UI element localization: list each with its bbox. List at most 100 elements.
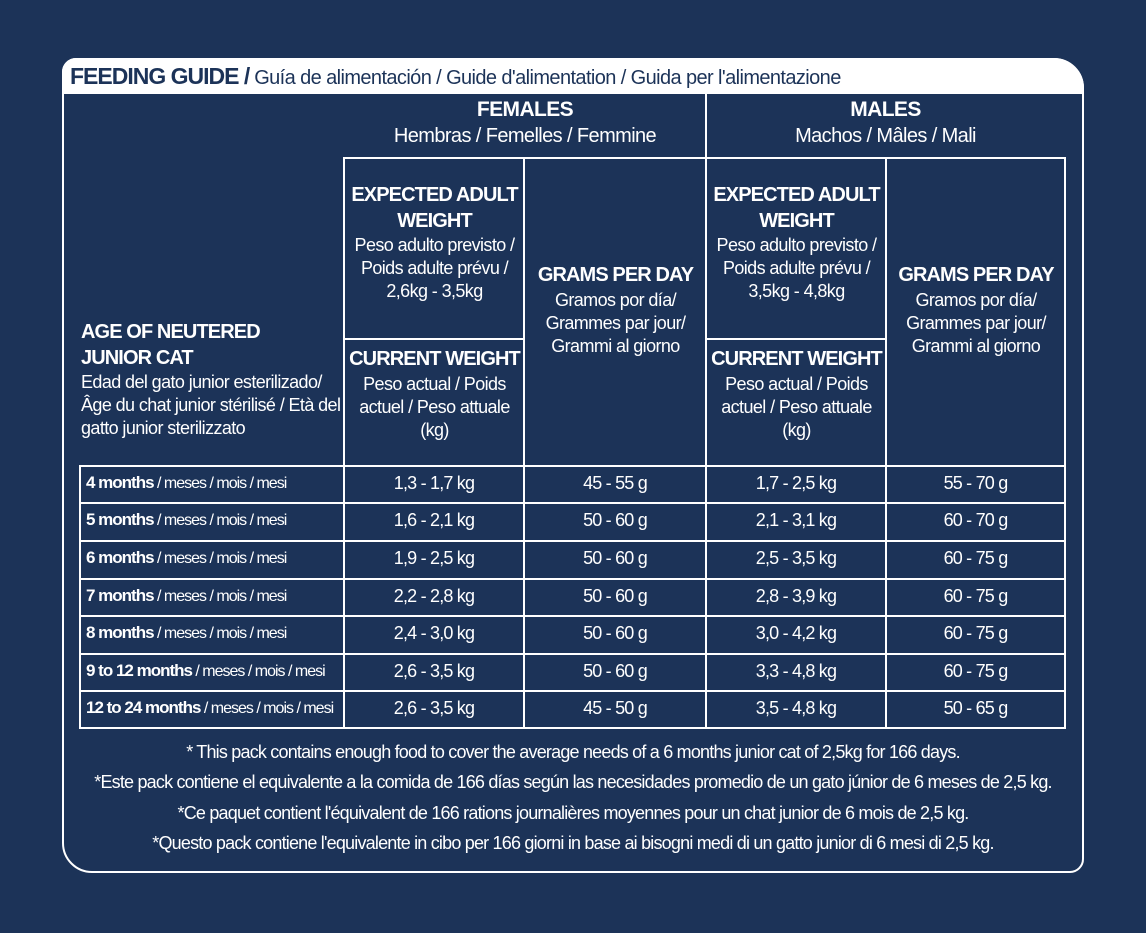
row-age-main: 5 months (86, 510, 155, 529)
m-grams-cell: 50 - 65 g (943, 698, 1009, 718)
f-weight-cell: 1,9 - 2,5 kg (393, 548, 475, 568)
row-rule (79, 690, 1066, 692)
f-grams-sub: Gramos por día/ Grammes par jour/ Grammi… (545, 289, 686, 356)
f-weight-cell: 1,6 - 2,1 kg (393, 510, 475, 530)
col-line-2 (523, 157, 525, 729)
col-line-0 (79, 465, 81, 729)
col-line-4 (885, 157, 887, 729)
m-grams-cell: 60 - 70 g (943, 510, 1009, 530)
f-current-header: CURRENT WEIGHT Peso actual / Poids actue… (346, 347, 523, 442)
row-age: 5 months / meses / mois / mesi (86, 510, 287, 530)
f-grams-cell: 50 - 60 g (583, 586, 648, 606)
m-weight-cell: 2,8 - 3,9 kg (755, 586, 837, 606)
row-rule (79, 615, 1066, 617)
row-age-main: 8 months (86, 623, 155, 642)
f-grams-cell: 50 - 60 g (583, 548, 648, 568)
f-grams-label: GRAMS PER DAY (537, 264, 694, 286)
row-age-main: 4 months (86, 473, 155, 492)
m-expected-label: EXPECTED ADULT WEIGHT (713, 184, 880, 232)
f-expected-sub: Peso adulto previsto / Poids adulte prév… (354, 235, 516, 279)
m-weight-cell: 3,0 - 4,2 kg (755, 623, 837, 643)
title-main: FEEDING GUIDE / (70, 63, 250, 89)
row-age-suffix: / meses / mois / mesi (153, 625, 287, 642)
f-grams-cell: 45 - 50 g (583, 698, 648, 718)
row-age: 6 months / meses / mois / mesi (86, 548, 287, 568)
f-expected-label: EXPECTED ADULT WEIGHT (351, 184, 518, 232)
m-grams-cell: 60 - 75 g (943, 586, 1009, 606)
age-sub: Edad del gato junior esterilizado/ Âge d… (81, 372, 341, 439)
m-current-label: CURRENT WEIGHT (711, 348, 883, 370)
m-grams-cell: 60 - 75 g (943, 661, 1009, 681)
row-rule (79, 502, 1066, 504)
footnote-es: *Este pack contiene el equivalente a la … (94, 772, 1052, 792)
m-grams-sub: Gramos por día/ Grammes par jour/ Grammi… (906, 289, 1046, 356)
title-sub: Guía de alimentación / Guide d'alimentat… (249, 67, 841, 89)
row-age: 12 to 24 months / meses / mois / mesi (86, 698, 334, 718)
col-line-1 (343, 157, 345, 729)
males-label: MALES (850, 98, 921, 121)
row-age: 9 to 12 months / meses / mois / mesi (86, 661, 326, 681)
f-expected-range: 2,6kg - 3,5kg (386, 281, 483, 302)
m-weight-cell: 2,5 - 3,5 kg (755, 548, 837, 568)
females-header: FEMALES Hembras / Femelles / Femmine (345, 97, 705, 149)
m-grams-label: GRAMS PER DAY (898, 264, 1054, 286)
f-grams-cell: 50 - 60 g (583, 623, 648, 643)
row-age-suffix: / meses / mois / mesi (200, 700, 334, 717)
m-weight-cell: 3,3 - 4,8 kg (755, 661, 837, 681)
row-rule (79, 465, 1066, 467)
males-header: MALES Machos / Mâles / Mali (707, 97, 1064, 149)
f-weight-cell: 2,4 - 3,0 kg (393, 623, 475, 643)
m-weight-cell: 1,7 - 2,5 kg (755, 473, 837, 493)
m-weight-cell: 2,1 - 3,1 kg (755, 510, 837, 530)
females-sub: Hembras / Femelles / Femmine (393, 124, 657, 147)
row-age-suffix: / meses / mois / mesi (191, 663, 325, 680)
m-grams-cell: 55 - 70 g (943, 473, 1009, 493)
footnote-en: * This pack contains enough food to cove… (186, 742, 960, 762)
m-expected-sub: Peso adulto previsto / Poids adulte prév… (716, 235, 878, 279)
feeding-guide-title: FEEDING GUIDE / Guía de alimentación / G… (62, 58, 1084, 94)
row-rule (79, 578, 1066, 580)
row-rule (79, 653, 1066, 655)
m-grams-header: GRAMS PER DAY Gramos por día/ Grammes pa… (888, 263, 1064, 358)
males-sub: Machos / Mâles / Mali (795, 124, 976, 147)
row-age-main: 7 months (86, 586, 155, 605)
m-grams-cell: 60 - 75 g (943, 623, 1009, 643)
m-current-header: CURRENT WEIGHT Peso actual / Poids actue… (708, 347, 885, 442)
f-weight-cell: 1,3 - 1,7 kg (393, 473, 475, 493)
f-weight-cell: 2,6 - 3,5 kg (393, 661, 475, 681)
f-grams-header: GRAMS PER DAY Gramos por día/ Grammes pa… (526, 263, 705, 358)
f-current-label: CURRENT WEIGHT (349, 348, 521, 370)
group-divider-top (705, 94, 707, 158)
f-expected-header: EXPECTED ADULT WEIGHT Peso adulto previs… (346, 183, 523, 303)
col-line-3 (705, 157, 707, 729)
f-weight-cell: 2,2 - 2,8 kg (393, 586, 475, 606)
females-label: FEMALES (476, 98, 574, 121)
row-age-main: 9 to 12 months (86, 661, 193, 680)
row-age-main: 12 to 24 months (86, 698, 201, 717)
m-expected-header: EXPECTED ADULT WEIGHT Peso adulto previs… (708, 183, 885, 303)
m-weight-split (705, 338, 887, 340)
age-header: AGE OF NEUTERED JUNIOR CAT Edad del gato… (81, 320, 343, 440)
f-weight-split (343, 338, 525, 340)
row-rule (79, 540, 1066, 542)
col-line-5 (1064, 157, 1066, 729)
m-grams-cell: 60 - 75 g (943, 548, 1009, 568)
row-age: 4 months / meses / mois / mesi (86, 473, 287, 493)
f-grams-cell: 50 - 60 g (583, 661, 648, 681)
age-label: AGE OF NEUTERED JUNIOR CAT (81, 321, 261, 369)
subheader-top-rule (343, 157, 1066, 159)
row-age-main: 6 months (86, 548, 155, 567)
f-weight-cell: 2,6 - 3,5 kg (393, 698, 475, 718)
row-rule (79, 727, 1066, 729)
m-current-sub: Peso actual / Poids actuel / Peso attual… (721, 373, 872, 440)
row-age: 7 months / meses / mois / mesi (86, 586, 287, 606)
row-age-suffix: / meses / mois / mesi (153, 475, 287, 492)
row-age: 8 months / meses / mois / mesi (86, 623, 287, 643)
f-grams-cell: 50 - 60 g (583, 510, 648, 530)
f-current-sub: Peso actual / Poids actuel / Peso attual… (359, 373, 510, 440)
row-age-suffix: / meses / mois / mesi (153, 550, 287, 567)
m-weight-cell: 3,5 - 4,8 kg (755, 698, 837, 718)
footnote-it: *Questo pack contiene l'equivalente in c… (152, 833, 994, 853)
row-age-suffix: / meses / mois / mesi (153, 588, 287, 605)
